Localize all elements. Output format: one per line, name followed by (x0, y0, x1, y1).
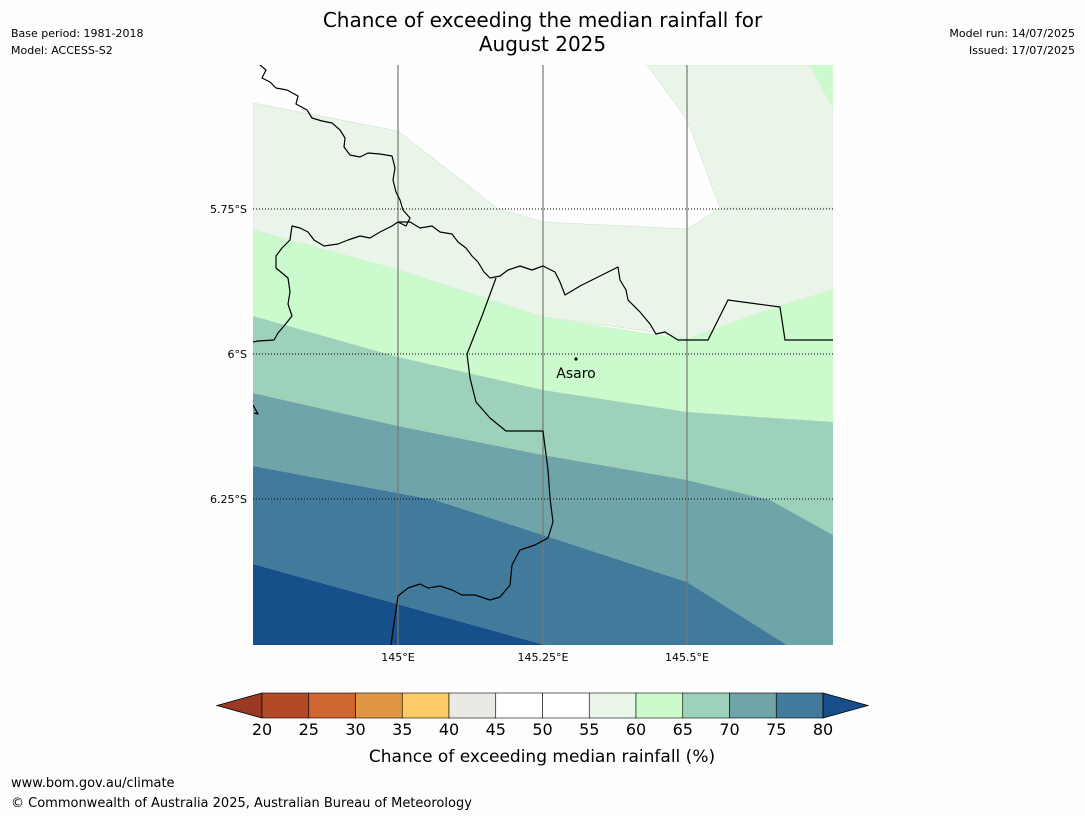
asaro-dot (574, 357, 578, 361)
map-title: Chance of exceeding the median rainfall … (0, 8, 1085, 56)
colorbar-tick-60: 60 (626, 720, 646, 739)
colorbar-segment-75-80 (775, 692, 824, 719)
colorbar-tick-30: 30 (345, 720, 365, 739)
lat-tick-labels: 5.75°S 6°S 6.25°S (210, 203, 247, 506)
lat-label-6-25s: 6.25°S (210, 493, 247, 506)
asaro-label: Asaro (556, 366, 595, 382)
contour-75-80-region (253, 466, 787, 645)
colorbar-segment-50-55 (542, 692, 590, 719)
title-line-1: Chance of exceeding the median rainfall … (322, 8, 763, 32)
colorbar-segment-35-40 (401, 692, 450, 719)
model-run-text: Model run: 14/07/2025 (949, 27, 1075, 40)
contour-above-80-region (253, 564, 545, 645)
model-text: Model: ACCESS-S2 (11, 44, 113, 57)
colorbar-tick-80: 80 (813, 720, 833, 739)
meta-right: Model run: 14/07/2025 Issued: 17/07/2025 (949, 25, 1075, 59)
base-period-text: Base period: 1981-2018 (11, 27, 144, 40)
title-line-2: August 2025 (478, 32, 607, 56)
boundary-south (390, 277, 554, 645)
colorbar-tick-75: 75 (766, 720, 786, 739)
colorbar-segment-40-45 (448, 692, 497, 719)
colorbar-tick-55: 55 (579, 720, 599, 739)
colorbar-segment-45-50 (495, 692, 543, 719)
colorbar-label: Chance of exceeding median rainfall (%) (369, 747, 715, 767)
colorbar-segment-55-60 (588, 692, 637, 719)
meta-left: Base period: 1981-2018 Model: ACCESS-S2 (11, 25, 143, 59)
colorbar-extend-low (215, 692, 263, 719)
colorbar (215, 692, 870, 719)
lon-label-145e: 145°E (381, 651, 414, 664)
colorbar-segment-65-70 (682, 692, 730, 719)
province-boundaries (253, 65, 833, 645)
colorbar-segment-60-65 (635, 692, 684, 719)
footer-copyright: © Commonwealth of Australia 2025, Austra… (11, 796, 472, 811)
colorbar-tick-labels: 20 25 30 35 40 45 50 55 60 65 70 75 80 (252, 720, 833, 739)
map-panel: Asaro (253, 65, 833, 645)
colorbar-tick-40: 40 (439, 720, 459, 739)
colorbar-tick-45: 45 (486, 720, 506, 739)
lon-tick-labels: 145°E 145.25°E 145.5°E (381, 651, 709, 664)
contour-60-65-region-ne (810, 65, 833, 108)
lat-label-5-75s: 5.75°S (210, 203, 247, 216)
footer: www.bom.gov.au/climate © Commonwealth of… (11, 774, 472, 814)
colorbar-tick-50: 50 (532, 720, 552, 739)
place-marker-asaro: Asaro (556, 357, 596, 382)
colorbar-extend-high (822, 692, 870, 719)
colorbar-tick-25: 25 (299, 720, 319, 739)
lon-label-145-5e: 145.5°E (665, 651, 709, 664)
colorbar-segment-70-75 (729, 692, 777, 719)
colorbar-segment-25-30 (308, 692, 356, 719)
lat-label-6s: 6°S (228, 348, 247, 361)
colorbar-tick-20: 20 (252, 720, 272, 739)
footer-url: www.bom.gov.au/climate (11, 776, 175, 791)
colorbar-tick-65: 65 (673, 720, 693, 739)
latitude-gridlines (253, 208, 833, 500)
colorbar-tick-35: 35 (392, 720, 412, 739)
boundary-west-fragment (253, 404, 259, 415)
colorbar-tick-70: 70 (719, 720, 739, 739)
colorbar-segment-20-25 (261, 692, 310, 719)
issued-text: Issued: 17/07/2025 (968, 44, 1075, 57)
boundary-central (398, 221, 833, 341)
longitude-gridlines (397, 65, 688, 645)
lon-label-145-25e: 145.25°E (518, 651, 569, 664)
colorbar-segment-30-35 (355, 692, 403, 719)
